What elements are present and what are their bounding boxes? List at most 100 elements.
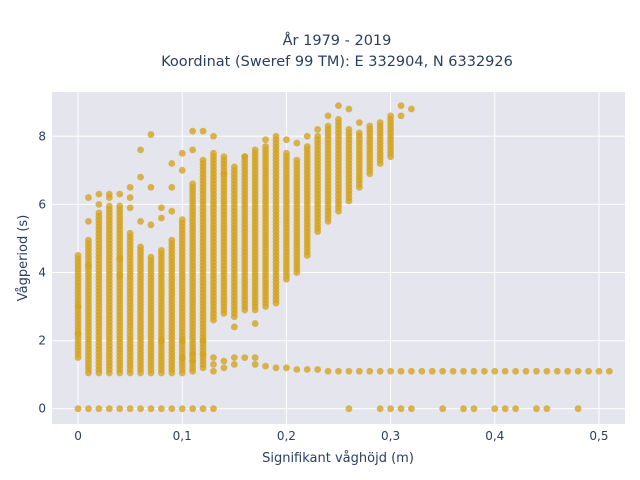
data-point-1262 [439,367,447,375]
data-point-1106 [314,366,322,373]
data-point-1166 [335,102,342,110]
data-point-1254 [387,367,394,375]
data-point-761 [230,163,238,171]
data-point-862 [251,354,259,361]
data-point-1135 [324,122,332,130]
data-point-1271 [533,367,540,375]
data-point-1284 [126,405,134,413]
data-point-1075 [303,366,311,373]
data-point-1258 [408,105,415,113]
data-point-860 [251,146,259,154]
data-point-1275 [574,367,582,375]
data-point-1226 [366,367,374,375]
data-point-861 [251,320,259,327]
x-axis-ticks: 0 0,1 0,2 0,3 0,4 0,5 [74,429,608,443]
data-point-1306 [574,405,582,413]
data-point-1256 [397,102,405,110]
data-point-713 [220,153,228,161]
data-point-1285 [137,405,144,413]
data-point-1303 [512,405,520,413]
chart-title-line-2: Koordinat (Sweref 99 TM): E 332904, N 63… [161,54,513,70]
data-point-1240 [376,367,384,375]
data-point-1292 [210,405,217,413]
data-point-435 [168,160,176,167]
data-point-1209 [355,119,363,127]
data-point-1189 [345,126,353,133]
data-point-436 [168,183,176,191]
data-point-1293 [345,405,353,413]
data-point-1302 [501,405,509,413]
y-tick-label-1: 2 [38,334,46,348]
data-point-393 [157,214,165,222]
data-point-1266 [480,367,488,375]
data-point-1301 [491,405,499,413]
data-point-124 [95,190,103,198]
data-point-274 [126,194,134,201]
data-point-1291 [199,405,207,413]
data-point-315 [137,173,144,181]
data-point-665 [210,361,217,368]
data-point-392 [157,204,165,212]
data-point-1267 [491,367,499,375]
data-point-1264 [460,367,467,375]
data-point-483 [178,216,186,224]
data-point-1002 [283,149,290,157]
data-point-32 [74,330,82,338]
data-point-663 [210,132,217,140]
data-point-762 [230,323,238,331]
data-point-543 [189,180,197,188]
data-point-484 [178,149,186,157]
data-point-1276 [585,367,592,375]
x-tick-label-5: 0,5 [589,429,608,443]
data-point-546 [189,350,197,358]
data-point-863 [251,361,259,368]
data-point-1190 [345,105,353,113]
data-point-1304 [533,405,540,413]
data-point-275 [126,204,134,212]
data-point-1299 [460,405,467,413]
data-point-125 [95,200,103,208]
data-point-812 [241,354,249,361]
x-tick-label-1: 0,1 [173,429,192,443]
data-point-1289 [178,405,186,413]
data-point-1165 [335,115,342,123]
data-point-716 [220,364,228,372]
x-axis-title: Signifikant våghöjd (m) [262,451,414,466]
data-point-1003 [283,136,290,144]
data-point-314 [137,146,144,154]
data-point-1286 [147,405,155,413]
data-point-612 [199,350,207,358]
data-point-391 [157,246,165,254]
data-point-610 [199,127,207,135]
data-point-1305 [543,405,551,413]
data-point-1279 [74,405,82,413]
data-point-1280 [85,405,92,413]
data-point-1105 [314,126,322,133]
data-point-434 [168,236,176,244]
data-point-74 [85,217,92,225]
data-point-1298 [439,405,447,413]
data-point-763 [230,354,238,361]
data-point-1297 [408,405,415,413]
data-point-1287 [157,405,165,413]
data-point-810 [241,153,249,161]
y-tick-label-4: 8 [38,129,46,143]
data-point-963 [272,132,280,140]
data-point-313 [137,243,144,251]
data-point-73 [85,194,92,201]
data-point-75 [85,262,92,270]
data-points [74,102,613,413]
data-point-227 [116,202,124,210]
data-point-1295 [387,405,394,413]
data-point-1136 [324,112,332,120]
data-point-1277 [595,367,603,375]
data-point-316 [137,217,144,225]
data-point-123 [95,209,103,217]
data-point-351 [147,253,155,261]
data-point-1239 [376,119,384,127]
data-point-1294 [376,405,384,413]
data-point-662 [210,149,217,157]
data-point-1269 [512,367,520,375]
data-point-1274 [564,367,572,375]
